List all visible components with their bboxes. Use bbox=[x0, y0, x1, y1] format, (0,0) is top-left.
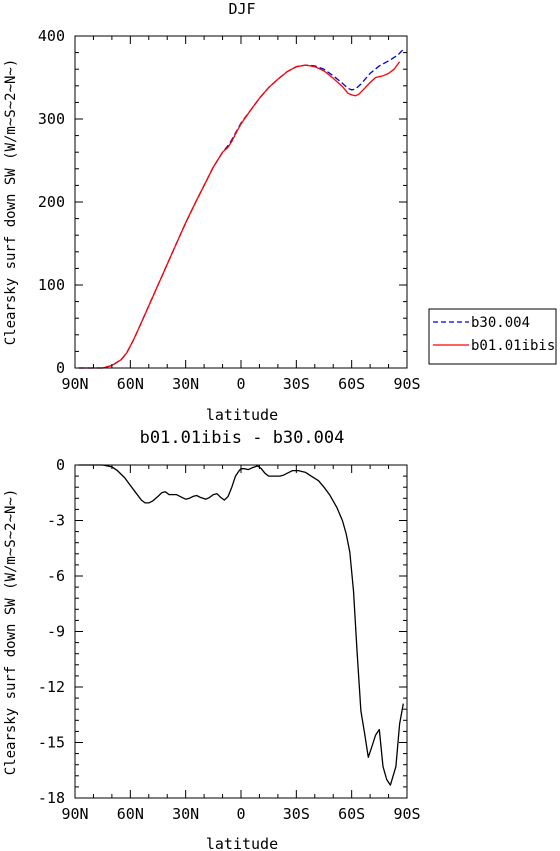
x-tick-label: 60N bbox=[117, 375, 144, 393]
bottom-chart-xlabel: latitude bbox=[206, 835, 278, 851]
legend-label-b30-004: b30.004 bbox=[471, 315, 530, 331]
x-tick-label: 30N bbox=[172, 375, 199, 393]
top-chart-title: DJF bbox=[228, 0, 255, 18]
x-tick-label: 30S bbox=[283, 805, 310, 823]
y-tick-label: 100 bbox=[38, 276, 65, 294]
top-chart-frame bbox=[74, 35, 408, 369]
x-tick-label: 90N bbox=[61, 805, 88, 823]
y-tick-label: -6 bbox=[47, 567, 65, 585]
bottom-chart-title: b01.01ibis - b30.004 bbox=[140, 428, 345, 448]
top-chart-marks bbox=[78, 48, 404, 369]
x-tick-label: 60S bbox=[338, 805, 365, 823]
series-line-0-1 bbox=[78, 61, 401, 369]
top-chart-xlabel: latitude bbox=[206, 406, 278, 424]
bottom-chart-marks bbox=[78, 464, 404, 786]
x-tick-label: 90S bbox=[393, 375, 420, 393]
series-line-1-0 bbox=[78, 464, 404, 786]
y-tick-label: 0 bbox=[56, 456, 65, 474]
bottom-chart-frame bbox=[74, 464, 408, 799]
top-chart-ylabel: Clearsky surf down SW (W/m~S~2~N~) bbox=[3, 59, 19, 346]
x-tick-label: 30N bbox=[172, 805, 199, 823]
y-tick-label: 200 bbox=[38, 193, 65, 211]
x-tick-label: 0 bbox=[236, 375, 245, 393]
legend-box bbox=[428, 308, 557, 365]
top-chart: DJF Clearsky surf down SW (W/m~S~2~N~) l… bbox=[3, 0, 421, 424]
x-tick-label: 0 bbox=[236, 805, 245, 823]
bottom-chart-ylabel: Clearsky surf down SW (W/m~S~2~N~) bbox=[3, 489, 19, 776]
y-tick-label: 0 bbox=[56, 359, 65, 377]
x-tick-label: 90S bbox=[393, 805, 420, 823]
top-chart-ticks: 90N 60N 30N 0 30S 60S 90S 0 100 200 300 400 bbox=[38, 27, 421, 393]
y-tick-label: -12 bbox=[38, 678, 65, 696]
x-tick-label: 60S bbox=[338, 375, 365, 393]
y-tick-label: -18 bbox=[38, 789, 65, 807]
y-tick-label: -9 bbox=[47, 623, 65, 641]
y-tick-label: 300 bbox=[38, 110, 65, 128]
y-tick-label: -15 bbox=[38, 734, 65, 752]
x-tick-label: 90N bbox=[61, 375, 88, 393]
y-tick-label: 400 bbox=[38, 27, 65, 45]
x-tick-label: 60N bbox=[117, 805, 144, 823]
legend-label-b01-01ibis: b01.01ibis bbox=[471, 338, 555, 354]
x-tick-label: 30S bbox=[283, 375, 310, 393]
bottom-chart: b01.01ibis - b30.004 Clearsky surf down … bbox=[3, 428, 421, 851]
series-line-0-0 bbox=[78, 48, 404, 369]
y-tick-label: -3 bbox=[47, 512, 65, 530]
bottom-chart-ticks: 90N 60N 30N 0 30S 60S 90S 0 -3 -6 -9 -12 -15 -18 bbox=[38, 456, 421, 823]
legend: b30.004 b01.01ibis bbox=[428, 308, 557, 365]
